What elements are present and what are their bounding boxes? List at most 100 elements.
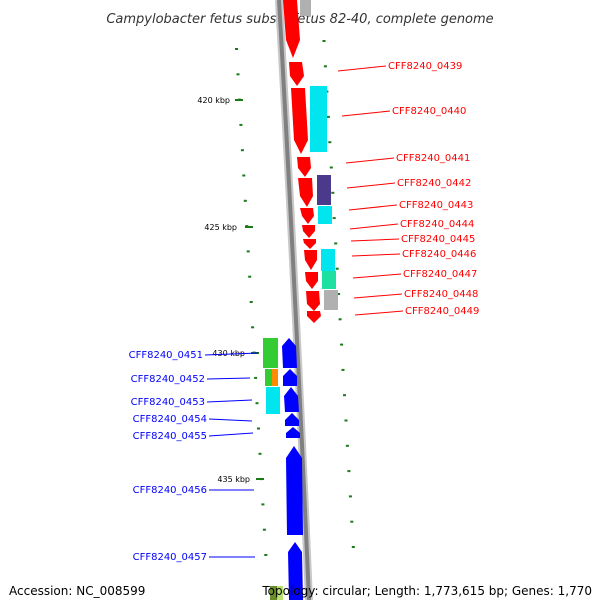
tick-marks-right bbox=[322, 40, 355, 548]
gene-cff8240-0444 bbox=[302, 225, 315, 238]
gene-cff8240-0445 bbox=[303, 239, 316, 249]
tick-mark-right bbox=[350, 520, 354, 523]
tick-mark-right bbox=[348, 495, 352, 498]
gene-cff8240-0443 bbox=[300, 208, 314, 224]
scale-label-425: 425 kbp bbox=[204, 223, 237, 232]
scale-label-430: 430 kbp bbox=[212, 349, 245, 358]
tick-mark-left bbox=[261, 503, 265, 506]
label-leader-line bbox=[349, 223, 399, 230]
label-leader-line bbox=[346, 182, 396, 189]
tick-mark-right bbox=[337, 293, 341, 295]
reverse-gene-labels: CFF8240_0451 CFF8240_0452 CFF8240_0453 CFF8… bbox=[129, 350, 259, 563]
cog-box-0448 bbox=[324, 290, 338, 310]
cog-box-bottom-left bbox=[270, 586, 277, 600]
gene-label-cff8240-0441: CFF8240_0441 bbox=[396, 153, 470, 164]
tick-mark-right bbox=[344, 419, 348, 422]
tick-mark-right bbox=[326, 115, 330, 118]
gene-label-cff8240-0452: CFF8240_0452 bbox=[131, 374, 205, 385]
gene-label-cff8240-0451: CFF8240_0451 bbox=[129, 350, 203, 361]
gene-label-cff8240-0444: CFF8240_0444 bbox=[400, 219, 474, 230]
cog-box-0451 bbox=[263, 338, 278, 368]
label-leader-line bbox=[350, 238, 400, 242]
gene-cff8240-0447 bbox=[305, 272, 318, 289]
label-leader-line bbox=[337, 65, 387, 72]
genome-backbone bbox=[277, 0, 311, 600]
tick-mark-right bbox=[347, 470, 351, 473]
tick-mark-right bbox=[341, 368, 345, 371]
tick-mark-right bbox=[340, 343, 344, 346]
genome-summary-text: Topology: circular; Length: 1,773,615 bp… bbox=[262, 584, 592, 598]
cog-box-0440 bbox=[310, 86, 327, 152]
gene-label-cff8240-0440: CFF8240_0440 bbox=[392, 106, 466, 117]
scale-label-435: 435 kbp bbox=[217, 475, 250, 484]
gene-label-cff8240-0454: CFF8240_0454 bbox=[133, 414, 207, 425]
cog-box-0452-left bbox=[265, 369, 272, 386]
label-leader-line bbox=[354, 310, 404, 316]
gene-label-cff8240-0445: CFF8240_0445 bbox=[401, 234, 475, 245]
gene-label-cff8240-0449: CFF8240_0449 bbox=[405, 306, 479, 317]
gene-partial-top-red bbox=[283, 0, 300, 58]
accession-text: Accession: NC_008599 bbox=[9, 584, 146, 598]
label-leader-line bbox=[352, 273, 402, 279]
tick-mark-right bbox=[331, 191, 335, 194]
gene-cff8240-0456 bbox=[286, 446, 303, 535]
tick-mark-right bbox=[332, 217, 336, 220]
tick-mark-right bbox=[345, 444, 349, 447]
gene-cff8240-0441 bbox=[297, 157, 311, 177]
cog-box-0447 bbox=[322, 271, 336, 289]
scale-label-420: 420 kbp bbox=[197, 96, 230, 105]
cog-box-bottom-right bbox=[277, 586, 283, 600]
gene-label-cff8240-0442: CFF8240_0442 bbox=[397, 178, 471, 189]
gene-label-cff8240-0457: CFF8240_0457 bbox=[133, 552, 207, 563]
gene-cff8240-0448 bbox=[306, 291, 320, 311]
tick-mark-right bbox=[335, 267, 339, 270]
gene-cff8240-0455 bbox=[286, 427, 300, 438]
label-leader-line bbox=[341, 110, 391, 117]
cog-box-0452-right bbox=[272, 369, 278, 386]
cog-box-0443 bbox=[318, 206, 332, 224]
gene-label-cff8240-0439: CFF8240_0439 bbox=[388, 61, 462, 72]
tick-mark-left bbox=[243, 199, 247, 202]
tick-mark-left bbox=[235, 48, 238, 50]
label-leader-line bbox=[206, 399, 253, 403]
gene-cff8240-0440 bbox=[291, 88, 308, 154]
cog-box-0453 bbox=[266, 387, 280, 414]
tick-mark-left bbox=[262, 528, 266, 531]
tick-mark-right bbox=[322, 40, 326, 42]
reverse-cog-boxes bbox=[263, 338, 283, 600]
tick-mark-left bbox=[246, 250, 250, 253]
tick-mark-left bbox=[254, 376, 258, 379]
gene-cff8240-0446 bbox=[304, 250, 317, 270]
tick-mark-left bbox=[257, 427, 260, 430]
tick-mark-right bbox=[343, 394, 346, 397]
gene-label-cff8240-0456: CFF8240_0456 bbox=[133, 485, 207, 496]
gene-cff8240-0454 bbox=[285, 413, 299, 426]
tick-mark-left bbox=[264, 554, 268, 556]
gene-label-cff8240-0453: CFF8240_0453 bbox=[131, 397, 205, 408]
tick-mark-right bbox=[329, 166, 333, 169]
gene-cff8240-0451 bbox=[282, 338, 297, 368]
map-title: Campylobacter fetus subsp. fetus 82-40, … bbox=[106, 12, 493, 27]
gene-cff8240-0442 bbox=[298, 178, 313, 207]
tick-mark-right bbox=[323, 65, 327, 68]
label-leader-line bbox=[345, 157, 395, 164]
gene-partial-top-gray bbox=[300, 0, 311, 16]
forward-gene-labels: CFF8240_0439 CFF8240_0440 CFF8240_0441 CFF8… bbox=[337, 61, 479, 317]
tick-mark-left bbox=[236, 73, 240, 76]
tick-mark-right bbox=[328, 141, 332, 144]
tick-mark-right bbox=[334, 242, 338, 245]
gene-label-cff8240-0455: CFF8240_0455 bbox=[133, 431, 207, 442]
reverse-strand-genes bbox=[282, 338, 303, 600]
forward-cog-boxes bbox=[310, 86, 338, 310]
tick-mark-right bbox=[338, 318, 342, 321]
label-leader-line bbox=[353, 293, 403, 299]
label-leader-line bbox=[208, 418, 253, 422]
cog-box-0442 bbox=[317, 175, 331, 205]
forward-strand-genes bbox=[289, 62, 321, 323]
tick-mark-left bbox=[242, 174, 246, 177]
tick-mark-left bbox=[251, 326, 255, 329]
label-leader-line bbox=[351, 253, 401, 257]
label-leader-line bbox=[208, 432, 254, 437]
gene-cff8240-0439 bbox=[289, 62, 304, 86]
gene-label-cff8240-0446: CFF8240_0446 bbox=[402, 249, 476, 260]
